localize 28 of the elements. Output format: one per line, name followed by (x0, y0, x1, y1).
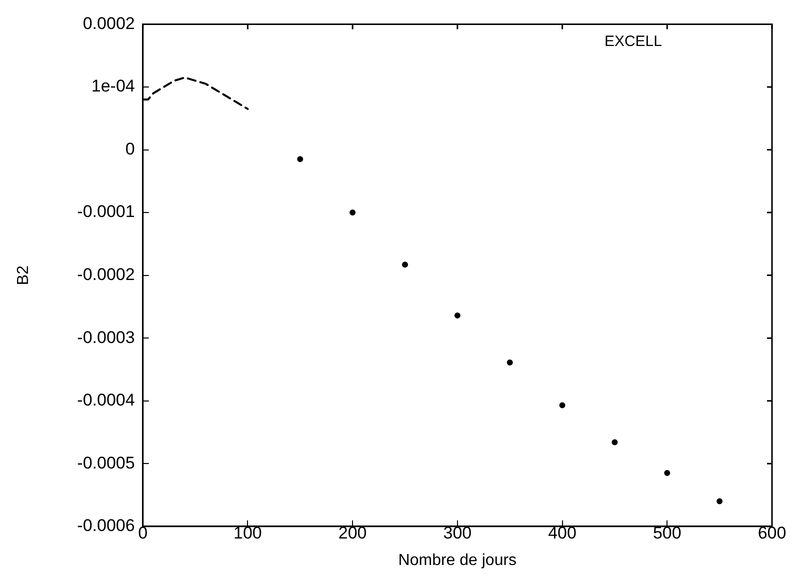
point (664, 470, 670, 476)
y-tick-label: 0 (125, 139, 135, 158)
y-axis-title: B2 (15, 265, 32, 286)
x-axis-title: Nombre de jours (398, 552, 517, 569)
point (402, 262, 408, 268)
x-tick-label: 400 (548, 523, 576, 542)
y-tick-label: -0.0004 (77, 390, 135, 410)
point (559, 402, 566, 408)
point (612, 439, 618, 446)
point (506, 360, 513, 366)
x-tick-label: 500 (652, 523, 682, 542)
point (297, 156, 304, 162)
y-tick-label: -0.0002 (77, 264, 135, 284)
x-tick-label: 600 (758, 523, 786, 542)
x-tick-label: 0 (138, 523, 148, 542)
point (350, 210, 356, 216)
y-tick-label: -0.0005 (77, 453, 135, 472)
x-tick-label: 200 (338, 523, 367, 542)
point (716, 498, 723, 504)
y-tick-label: 0.0002 (82, 14, 135, 33)
x-tick-label: 300 (443, 523, 472, 542)
y-tick-label: 1e-04 (91, 76, 135, 96)
annotation: EXCELL (604, 32, 662, 50)
y-tick-label: -0.0006 (77, 516, 135, 536)
x-tick-label: 100 (234, 523, 262, 542)
y-tick-label: -0.0003 (77, 328, 135, 347)
y-tick-label: -0.0001 (77, 202, 135, 222)
point (454, 312, 460, 318)
